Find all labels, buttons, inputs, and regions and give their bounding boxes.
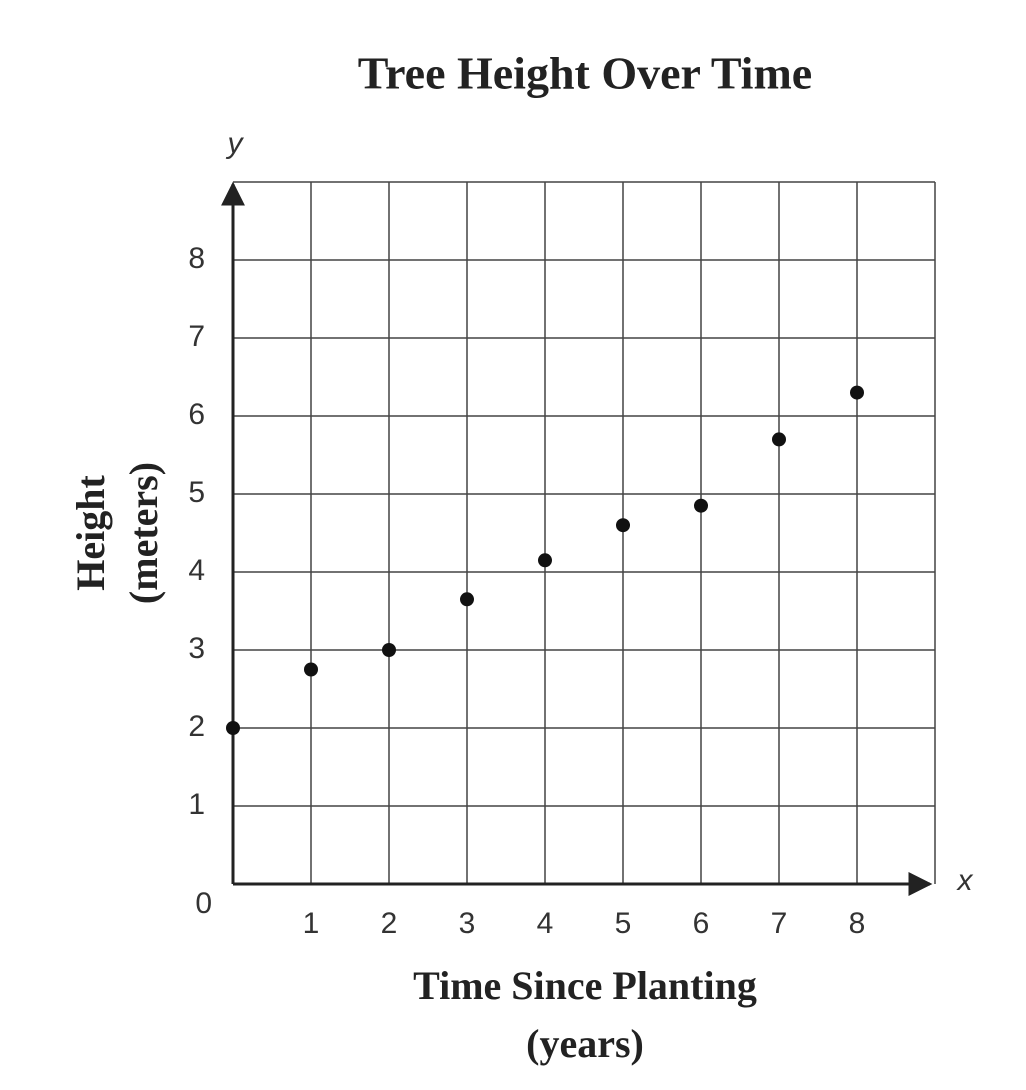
y-tick-label: 4 [188, 554, 205, 587]
y-tick-label: 5 [188, 476, 205, 509]
point [382, 643, 396, 657]
y-tick-label: 6 [188, 398, 205, 431]
x-axis-letter: x [956, 864, 974, 897]
point [616, 518, 630, 533]
point [460, 592, 474, 607]
x-tick-label: 1 [303, 907, 320, 940]
chart-title: Tree Height Over Time [358, 48, 812, 99]
point [304, 662, 318, 677]
point [772, 432, 786, 447]
y-tick-label: 0 [195, 887, 212, 920]
x-axis-title: Time Since Planting [413, 963, 757, 1008]
x-tick-label: 6 [693, 907, 710, 940]
y-tick-label: 2 [188, 710, 205, 743]
y-axis-title: Height [68, 475, 113, 591]
y-tick-label: 3 [188, 632, 205, 665]
x-tick-label: 3 [459, 907, 476, 940]
x-tick-label: 4 [537, 907, 554, 940]
y-tick-label: 1 [188, 788, 205, 821]
x-tick-label: 8 [849, 907, 866, 940]
point [694, 498, 708, 513]
x-tick-label: 2 [381, 907, 398, 940]
point [538, 553, 552, 568]
point [226, 721, 240, 735]
x-axis-title: (years) [526, 1021, 644, 1066]
y-tick-label: 7 [188, 320, 205, 353]
x-tick-label: 7 [771, 907, 788, 940]
y-axis-letter: y [226, 127, 245, 160]
y-axis-title: (meters) [121, 462, 166, 604]
x-tick-label: 5 [615, 907, 632, 940]
point [850, 385, 864, 400]
y-tick-label: 8 [188, 242, 205, 275]
